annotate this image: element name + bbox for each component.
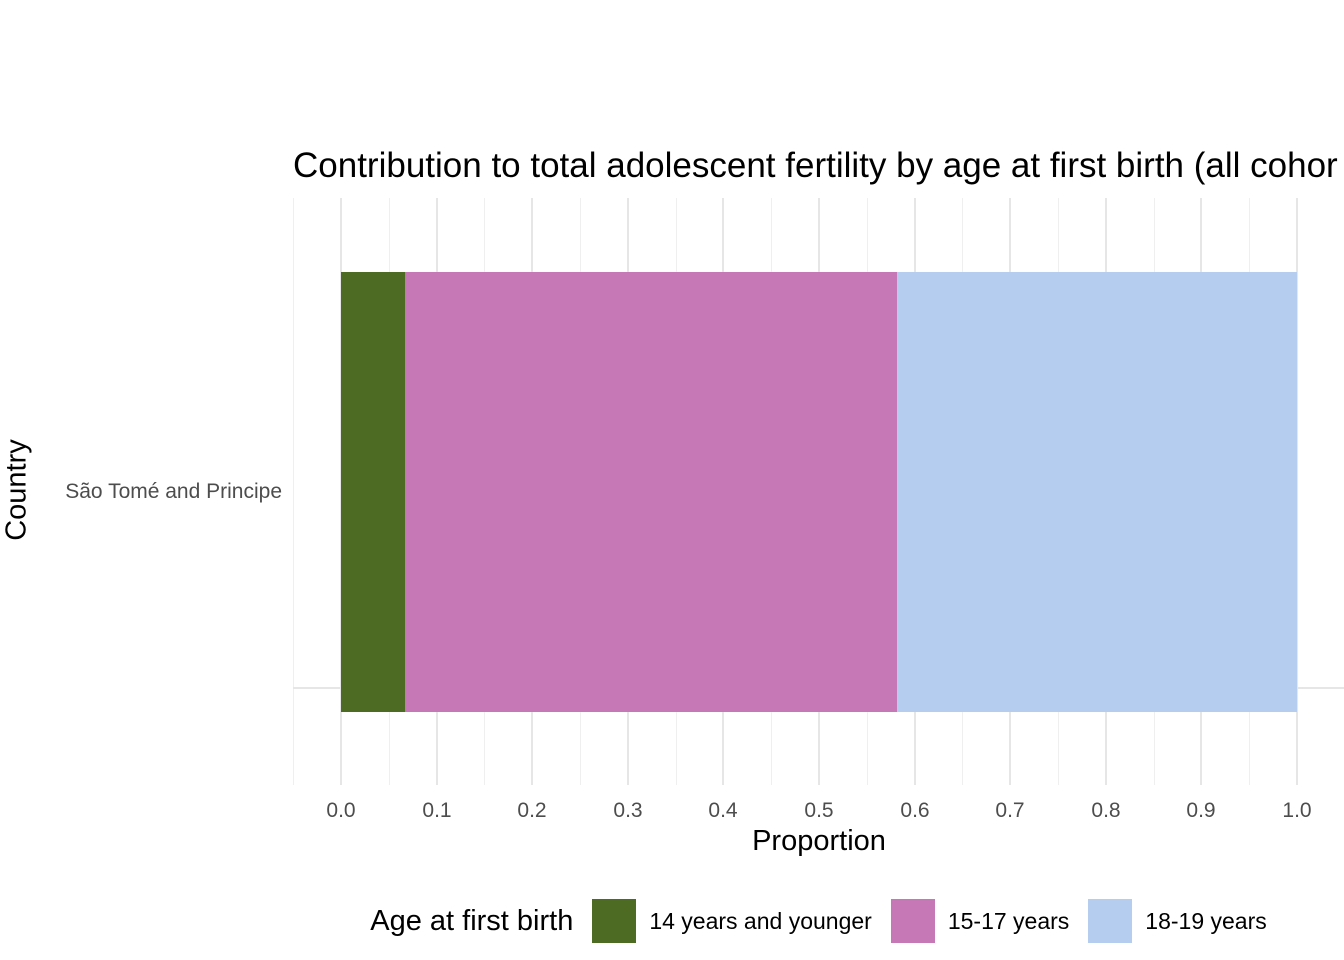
legend-item-label: 14 years and younger: [649, 907, 872, 934]
legend-swatch: [592, 899, 637, 943]
x-tick-label: 1.0: [1282, 799, 1312, 822]
x-major-gridline: [1296, 198, 1298, 785]
legend-item: 15-17 years: [890, 899, 1070, 943]
x-tick-label: 0.6: [900, 799, 930, 822]
plot-panel: [293, 198, 1344, 785]
legend-item: 18-19 years: [1088, 899, 1267, 943]
bar-segment-15-17-years: [405, 272, 897, 712]
legend-swatch: [890, 899, 935, 943]
x-tick-label: 0.1: [422, 799, 452, 822]
legend: Age at first birth 14 years and younger 1…: [293, 884, 1344, 958]
legend-swatch: [1088, 899, 1133, 943]
x-tick-label: 0.0: [326, 799, 356, 822]
x-tick-label: 0.8: [1091, 799, 1121, 822]
x-tick-label: 0.5: [804, 799, 834, 822]
bar-segment-18-19-years: [897, 272, 1297, 712]
legend-item-label: 15-17 years: [947, 907, 1070, 934]
y-category-label: São Tomé and Principe: [65, 480, 282, 503]
x-tick-label: 0.2: [517, 799, 547, 822]
legend-item: 14 years and younger: [592, 899, 872, 943]
x-tick-label: 0.4: [708, 799, 738, 822]
x-tick-label: 0.9: [1186, 799, 1216, 822]
x-minor-gridline: [293, 198, 294, 785]
x-axis-title: Proportion: [752, 825, 886, 857]
chart-title: Contribution to total adolescent fertili…: [293, 146, 1338, 185]
x-tick-label: 0.3: [613, 799, 643, 822]
stacked-bar: [341, 272, 1297, 712]
legend-item-label: 18-19 years: [1145, 907, 1267, 934]
bar-segment-14-years-and-younger: [341, 272, 405, 712]
x-tick-label: 0.7: [995, 799, 1025, 822]
legend-title: Age at first birth: [370, 904, 574, 937]
